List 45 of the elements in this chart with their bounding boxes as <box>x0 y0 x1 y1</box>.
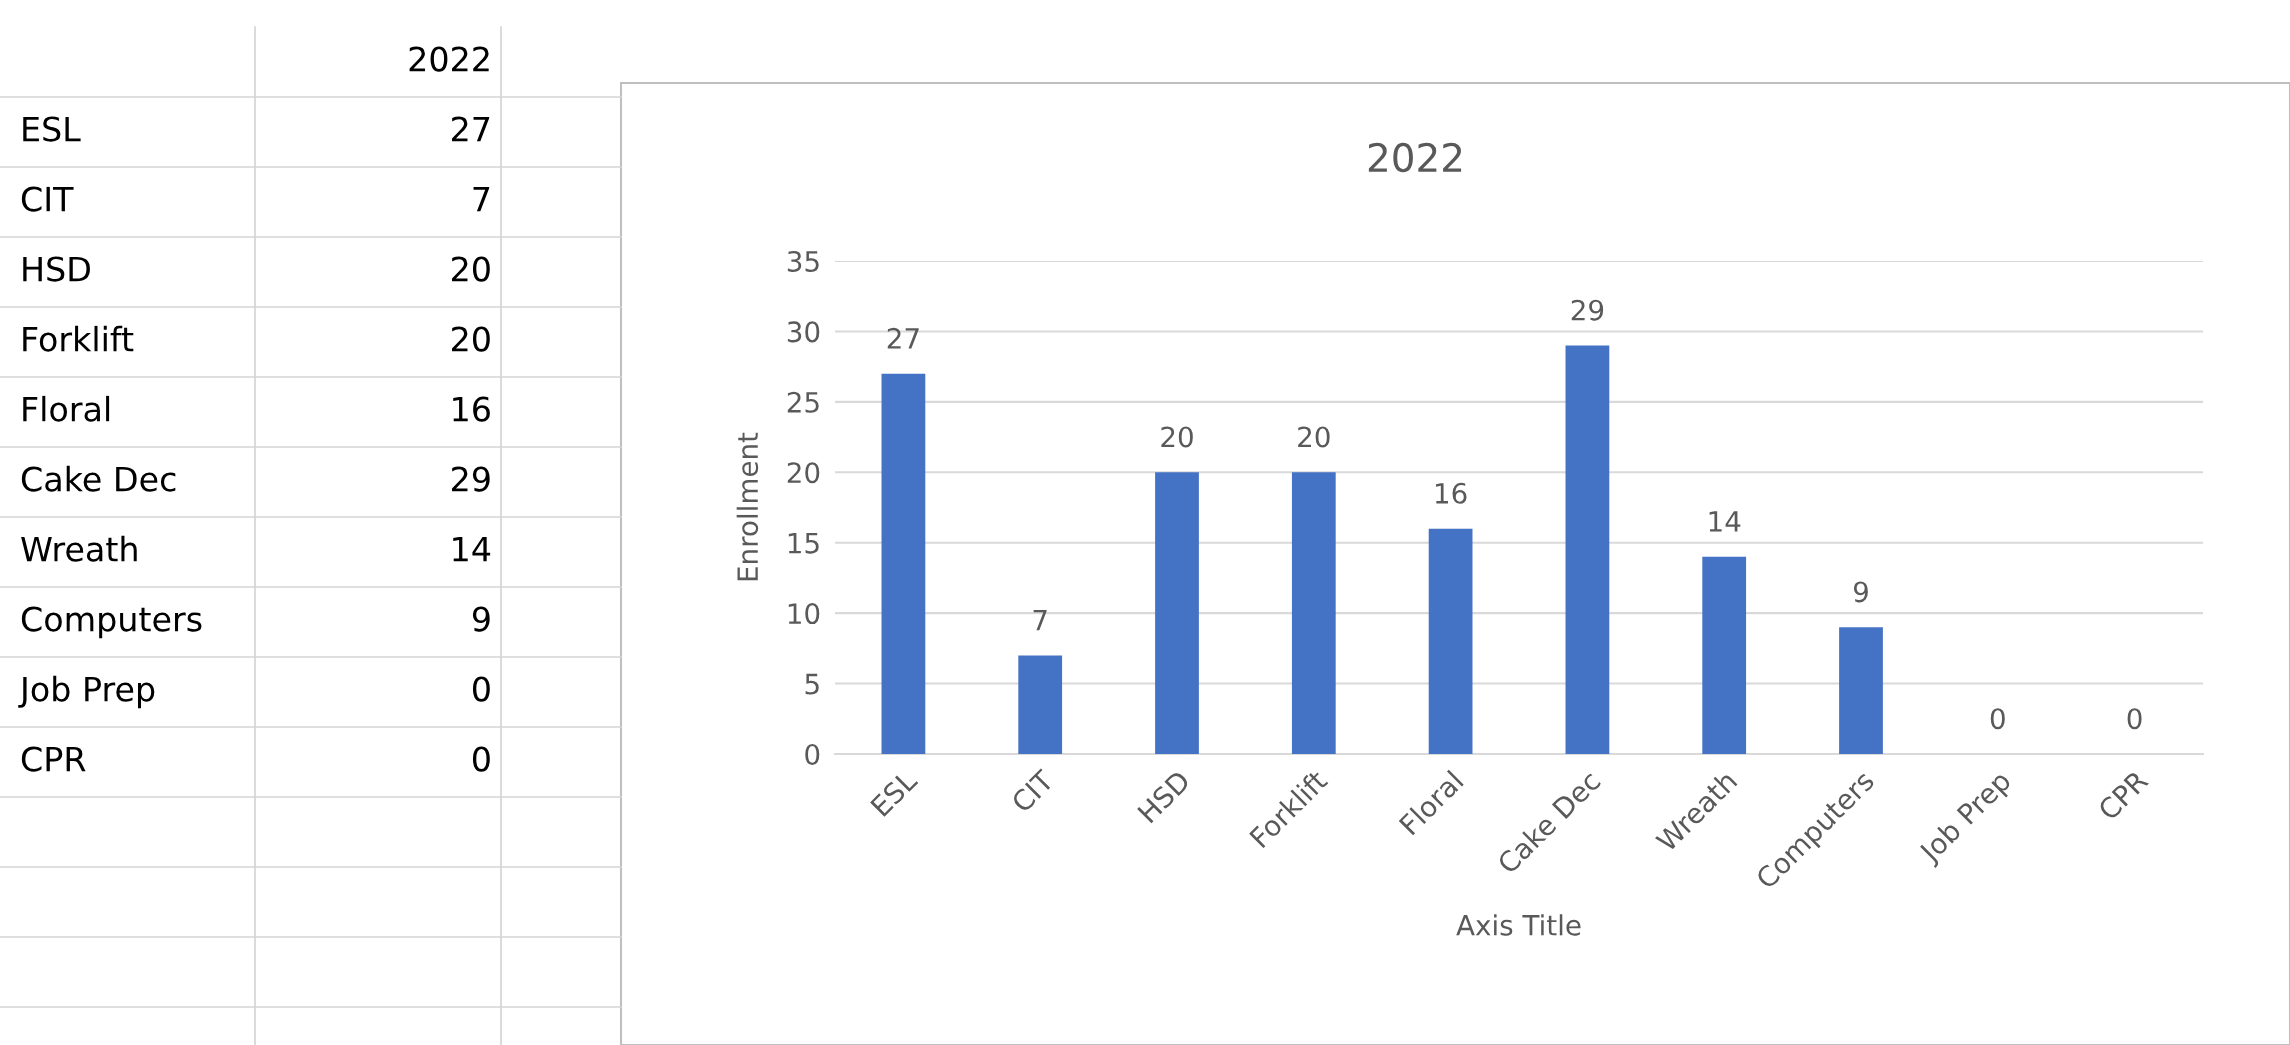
data-label: 29 <box>1571 299 1604 321</box>
data-label: 20 <box>1298 426 1330 448</box>
text: 20 <box>452 326 490 352</box>
chart-title: 2022 <box>409 46 489 72</box>
text: 29 <box>452 466 490 492</box>
y-tick-label: 25 <box>787 391 819 413</box>
x-tick-label: CIT <box>1010 768 1056 814</box>
text: 27 <box>452 116 490 142</box>
category-label: HSD <box>23 256 90 282</box>
y-tick-label: 20 <box>787 462 820 484</box>
category-label: Computers <box>21 606 202 639</box>
x-tick-label: CPR <box>2096 768 2150 822</box>
category-label: Wreath <box>21 535 137 562</box>
category-label: CIT <box>21 186 74 212</box>
y-tick-label: 0 <box>805 743 820 765</box>
category-label: Floral <box>23 395 110 422</box>
category-label: Forklift <box>23 325 134 352</box>
y-tick-label: 10 <box>788 603 820 625</box>
y-axis-title: Enrollment <box>736 432 759 581</box>
text: 9 <box>472 606 490 632</box>
data-label: 16 <box>1435 482 1467 504</box>
data-label: 0 <box>1990 708 2005 730</box>
chart-title: 2022 <box>1368 142 1462 173</box>
text: 0 <box>472 676 490 702</box>
category-label: CPR <box>21 746 86 772</box>
data-label: 20 <box>1161 426 1193 448</box>
x-axis-title: Axis Title <box>1456 914 1581 936</box>
text: 7 <box>473 186 490 212</box>
y-tick-label: 30 <box>787 321 820 343</box>
data-label: 0 <box>2127 708 2142 730</box>
data-label: 14 <box>1709 511 1741 532</box>
x-tick-label: ESL <box>869 768 919 817</box>
category-label: ESL <box>23 116 81 142</box>
data-label: 9 <box>1853 581 1868 603</box>
category-label: Job Prep <box>18 675 155 709</box>
data-label: 7 <box>1033 609 1047 631</box>
data-label: 27 <box>887 327 919 349</box>
y-tick-label: 15 <box>788 533 819 554</box>
text: 20 <box>452 256 490 282</box>
category-label: Cake Dec <box>21 465 176 492</box>
y-tick-label: 35 <box>787 250 819 272</box>
text: 16 <box>453 396 490 422</box>
text: 14 <box>453 536 491 562</box>
y-tick-label: 5 <box>805 673 819 695</box>
text: 0 <box>472 746 490 772</box>
